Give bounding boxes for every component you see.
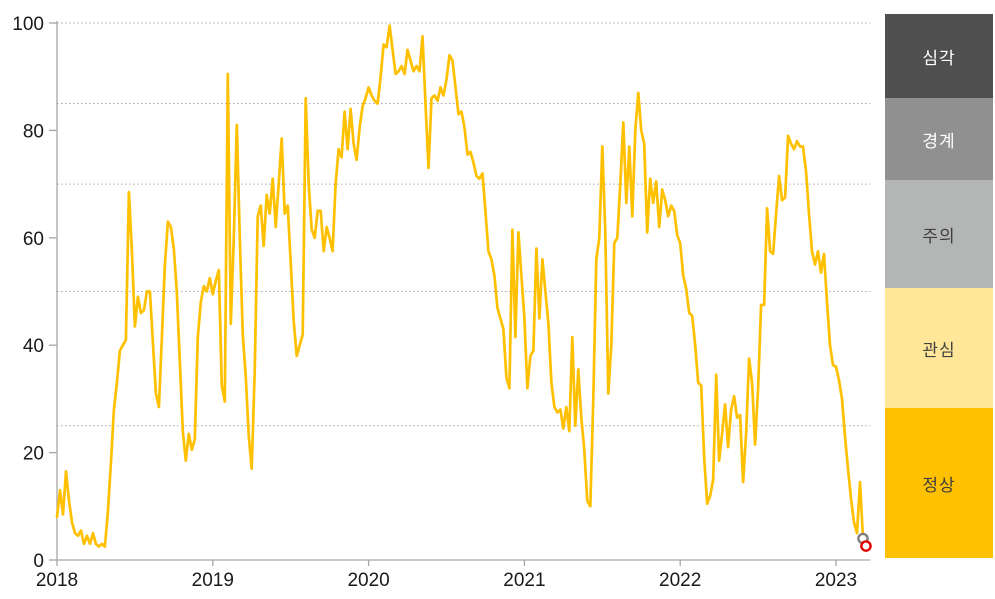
- x-tick-label-2023: 2023: [815, 570, 857, 591]
- legend-band-1: 심각: [885, 14, 993, 98]
- legend-band-label: 관심: [922, 340, 956, 360]
- legend-band-label: 경계: [922, 131, 956, 151]
- x-tick-label-2020: 2020: [347, 570, 389, 591]
- x-tick-label-2019: 2019: [192, 570, 234, 591]
- x-tick-label-2021: 2021: [503, 570, 545, 591]
- legend-band-3: 주의: [885, 180, 993, 288]
- y-tick-label-60: 60: [23, 229, 44, 250]
- y-tick-label-0: 0: [33, 551, 44, 572]
- estimate-point-marker: [860, 540, 872, 552]
- legend-band-4: 관심: [885, 288, 993, 408]
- y-tick-label-40: 40: [23, 336, 44, 357]
- x-tick-label-2018: 2018: [36, 570, 78, 591]
- index-line-series: [55, 24, 865, 548]
- x-tick-label-2022: 2022: [659, 570, 701, 591]
- legend-band-label: 주의: [922, 226, 956, 246]
- legend-band-2: 경계: [885, 98, 993, 180]
- legend-band-5: 정상: [885, 408, 993, 558]
- legend-band-label: 심각: [922, 48, 956, 68]
- y-tick-label-80: 80: [23, 121, 44, 142]
- y-tick-label-100: 100: [12, 14, 44, 35]
- legend-band-label: 정상: [922, 475, 956, 495]
- y-tick-label-20: 20: [23, 444, 44, 465]
